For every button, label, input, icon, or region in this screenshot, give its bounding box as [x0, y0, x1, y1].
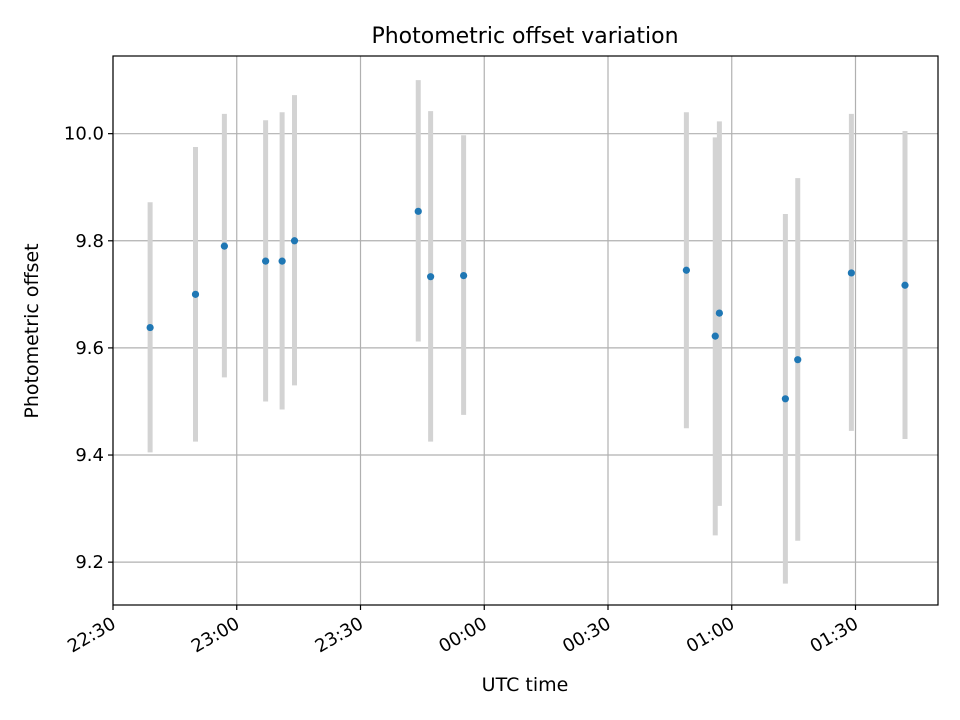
- data-point: [901, 281, 909, 289]
- data-point: [290, 237, 299, 245]
- data-point: [262, 257, 270, 265]
- y-axis-ticks: 9.2 9.4 9.6 9.8 10.0: [64, 124, 113, 573]
- data-point: [847, 269, 855, 277]
- plot-frame: [112, 55, 939, 606]
- y-tick-label: 9.6: [75, 338, 104, 359]
- data-point: [794, 356, 802, 364]
- x-axis-label: UTC time: [482, 674, 569, 696]
- data-point: [414, 207, 422, 215]
- data-point: [460, 272, 468, 280]
- chart-title: Photometric offset variation: [371, 24, 678, 49]
- y-tick-label: 9.8: [75, 231, 104, 252]
- data-point: [220, 242, 228, 250]
- data-point: [191, 290, 200, 298]
- data-point: [715, 309, 723, 317]
- y-tick-label: 9.2: [75, 552, 104, 573]
- data-point: [682, 266, 690, 274]
- y-tick-label: 9.4: [75, 445, 104, 466]
- y-axis-label: Photometric offset: [21, 243, 43, 418]
- data-point: [427, 273, 435, 281]
- data-point: [146, 323, 154, 332]
- data-point: [781, 395, 789, 403]
- grid: [112, 56, 938, 605]
- y-tick-label: 10.0: [64, 124, 104, 145]
- data-point: [711, 332, 719, 340]
- data-point: [278, 257, 286, 265]
- data-points: [146, 207, 909, 403]
